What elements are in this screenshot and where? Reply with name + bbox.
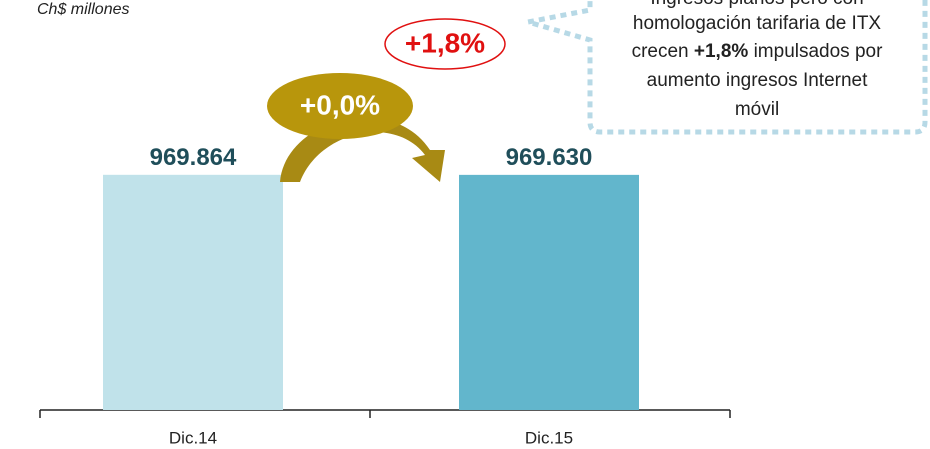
value-label: 969.864 — [150, 144, 237, 171]
x-tick-label: Dic.14 — [169, 428, 217, 447]
x-axis — [39, 409, 731, 418]
value-label: 969.630 — [506, 144, 593, 171]
callout-line: Ingresos planos pero con — [650, 0, 863, 9]
callout-line: crecen +1,8% impulsados por — [632, 41, 884, 62]
callout-line: móvil — [735, 99, 779, 120]
annotation: +1,8% — [405, 27, 485, 58]
annotation-badge — [384, 18, 506, 70]
annotation-badge — [267, 73, 413, 139]
chart-subtitle: Ch$ millones — [37, 1, 129, 18]
annotation: +0,0% — [300, 89, 380, 120]
bar — [459, 174, 639, 410]
callout-box — [527, 0, 928, 135]
callout-line: aumento ingresos Internet — [647, 70, 868, 91]
callout-segment: crecen — [632, 41, 694, 62]
callout-segment: impulsados por — [748, 41, 883, 62]
callout-line: homologación tarifaria de ITX — [633, 13, 882, 34]
callout: Ingresos planos pero con homologación tar… — [527, 0, 928, 135]
x-tick-label: Dic.15 — [525, 428, 573, 447]
callout-bold: +1,8% — [694, 41, 749, 62]
callout-text: Ingresos planos pero con homologación tar… — [632, 0, 884, 120]
bar — [103, 174, 283, 410]
